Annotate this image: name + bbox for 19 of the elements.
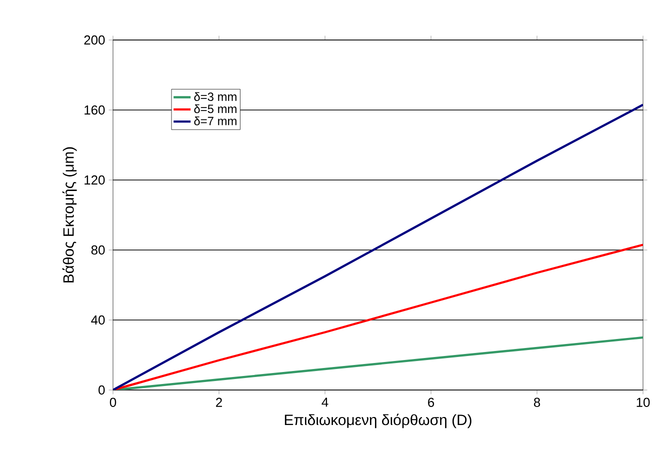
line-series <box>113 244 644 390</box>
y-tick-label: 120 <box>84 175 105 185</box>
y-tick-label: 160 <box>84 105 105 115</box>
y-tick-label: 0 <box>98 385 105 395</box>
x-axis-title: Επιδιωκομενη διόρθωση (D) <box>284 414 472 428</box>
x-tick-label: 8 <box>534 398 540 407</box>
x-tick-label: 0 <box>110 398 116 407</box>
x-tick-label: 6 <box>428 398 434 407</box>
legend-label: δ=5 mm <box>194 104 236 114</box>
legend-label: δ=7 mm <box>194 116 236 126</box>
x-tick-label: 2 <box>216 398 222 407</box>
y-axis-title: Βάθος Εκτομής (μm) <box>62 147 77 282</box>
x-tick-label: 4 <box>322 398 328 407</box>
y-tick-label: 40 <box>91 315 105 325</box>
y-tick-label: 80 <box>91 245 105 255</box>
legend-label: δ=3 mm <box>194 92 236 101</box>
line-series <box>113 104 644 390</box>
x-tick-label: 10 <box>636 398 650 407</box>
y-tick-label: 200 <box>84 35 105 45</box>
